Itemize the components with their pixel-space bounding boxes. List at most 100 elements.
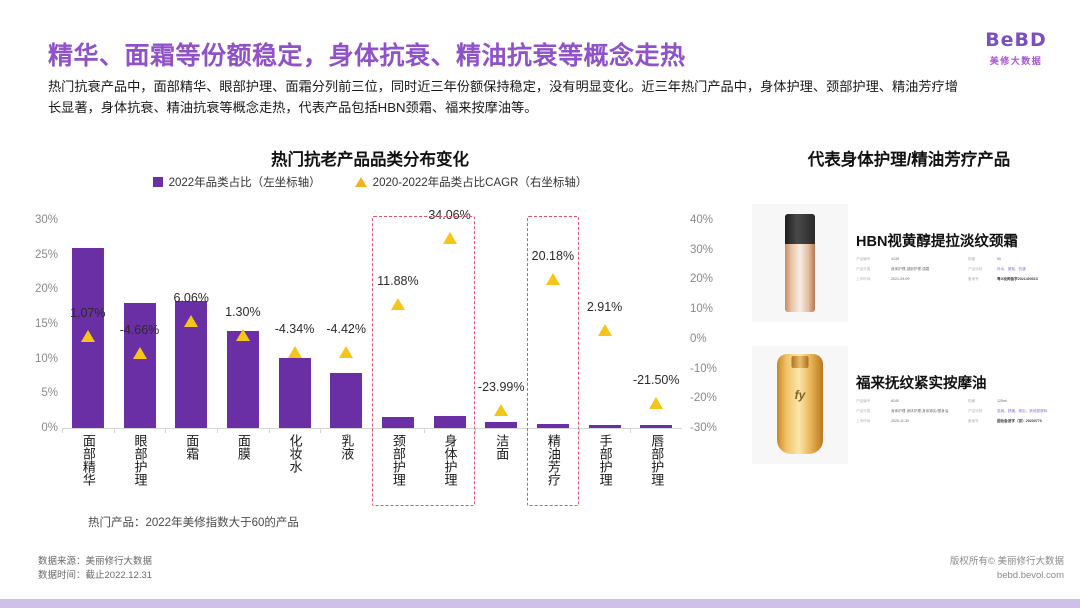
marker-cagr[interactable] — [339, 345, 354, 358]
product-meta-key: 产品编号 — [856, 257, 871, 261]
footer-source: 数据来源：美丽修行大数据 数据时间：截止2022.12.31 — [38, 555, 152, 584]
x-axis-category: 面霜 — [165, 434, 217, 520]
product-meta-key: 上市时间 — [856, 276, 871, 281]
product-meta-value: 2021-09-09 — [891, 276, 910, 281]
footer-copyright: 版权所有© 美丽修行大数据 bebd.bevol.com — [950, 555, 1064, 584]
product-meta-value: 国妆备进字（京）20200770 — [997, 418, 1042, 423]
chart-column[interactable]: -4.66% — [113, 220, 166, 433]
marker-cagr[interactable] — [390, 297, 405, 310]
x-axis-category-text: 身体护理 — [442, 434, 458, 486]
bar-share[interactable] — [123, 303, 156, 428]
product-meta-value: 身体护理-颈部护理-颈霜 — [891, 266, 930, 271]
chart-column[interactable]: -4.34% — [268, 220, 321, 433]
marker-cagr[interactable] — [184, 314, 199, 327]
footer-source-line2: 数据时间：截止2022.12.31 — [38, 570, 153, 582]
product-meta-key: 规格 — [968, 399, 976, 403]
bottle-cap-icon — [791, 356, 809, 368]
product-panel: 代表身体护理/精油芳疗产品 HBN视黄醇提拉淡纹颈霜 产品编号 4139 规格 50 产… — [744, 140, 1074, 540]
product-meta-key: 产品分类 — [856, 266, 871, 271]
bar-share[interactable] — [536, 423, 569, 428]
marker-cagr[interactable] — [442, 231, 457, 244]
chart-title: 热门抗老产品品类分布变化 — [271, 151, 469, 169]
data-label-cagr: -4.34% — [274, 321, 315, 336]
chart-column[interactable]: 6.06% — [165, 220, 217, 433]
product-meta-key: 规格 — [968, 257, 976, 261]
chart-column[interactable]: 11.88% — [372, 220, 424, 433]
x-axis-category: 唇部护理 — [630, 434, 682, 520]
chart-column[interactable]: 34.06% — [423, 208, 476, 433]
bar-share[interactable] — [640, 425, 673, 428]
y-axis-right-tick: -10% — [690, 362, 717, 375]
x-axis-tick — [578, 428, 580, 433]
chart-column[interactable]: 1.07% — [62, 220, 114, 433]
product-meta-value: 身体护理-身体护理-身体紧实/塑身油 — [891, 408, 949, 413]
data-label-cagr: 2.91% — [586, 300, 623, 315]
bar-share[interactable] — [226, 330, 259, 428]
chart-column[interactable]: -23.99% — [475, 220, 527, 433]
x-axis-category-text: 唇部护理 — [649, 434, 665, 486]
chart-column[interactable]: 1.30% — [217, 220, 269, 433]
marker-cagr[interactable] — [287, 345, 302, 358]
bar-columns: 1.07% -4.66% 6.06% 1.30% -4.34% -4.42% 11.88% 3… — [62, 208, 682, 433]
product-meta-table: 产品编号 6240 规格 125ml 产品分类 身体护理-身体护理-身体紧实/塑身油 产品功… — [856, 399, 1074, 424]
bar-share[interactable] — [278, 357, 311, 428]
bar-share[interactable] — [381, 416, 414, 428]
brand-logo: BeBD 美修大数据 — [970, 30, 1062, 67]
triangle-marker-icon — [354, 177, 367, 187]
x-axis-tick — [527, 428, 529, 433]
product-meta-value: 6240 — [891, 399, 899, 403]
legend-item-share: 2022年品类占比（左坐标轴） — [152, 174, 321, 190]
chart-column[interactable]: 20.18% — [527, 220, 579, 433]
bar-share[interactable] — [433, 416, 466, 428]
product-meta-key: 产品功效 — [968, 266, 983, 271]
marker-cagr[interactable] — [545, 272, 560, 285]
product-card[interactable]: HBN视黄醇提拉淡纹颈霜 产品编号 4139 规格 50 产品分类 身体护理-颈部护理-颈… — [744, 204, 1074, 322]
product-card[interactable]: fy 福来抚纹紧实按摩油 产品编号 6240 规格 125ml 产品分类 身体护理-身体护… — [744, 346, 1074, 464]
footer-source-line1: 数据来源：美丽修行大数据 — [38, 555, 153, 567]
y-axis-left-tick: 0% — [41, 422, 58, 434]
product-meta-value: 滋润、舒缓、紧实、其他类原料 — [997, 408, 1048, 413]
bottle-cap-icon — [785, 214, 815, 244]
logo-subtitle: 美修大数据 — [989, 55, 1043, 66]
x-axis-category: 手部护理 — [579, 434, 631, 520]
product-meta-key: 备案号 — [968, 418, 979, 423]
y-axis-left-tick: 20% — [34, 283, 58, 296]
marker-cagr[interactable] — [235, 328, 250, 341]
bar-share[interactable] — [330, 372, 363, 428]
x-axis-category: 面膜 — [217, 434, 269, 520]
x-axis-tick — [423, 428, 425, 433]
product-meta-key: 产品分类 — [856, 408, 871, 413]
product-name: 福来抚纹紧实按摩油 — [856, 376, 987, 392]
y-axis-left-tick: 30% — [34, 214, 58, 226]
marker-cagr[interactable] — [132, 346, 147, 359]
y-axis-right-tick: 20% — [690, 273, 714, 286]
x-axis-category-text: 精油芳疗 — [545, 434, 561, 486]
x-axis-category: 洁面 — [475, 434, 527, 520]
marker-cagr[interactable] — [80, 329, 95, 342]
bar-share[interactable] — [588, 424, 621, 428]
chart-column[interactable]: -21.50% — [630, 220, 682, 433]
data-label-cagr: 20.18% — [531, 248, 575, 263]
product-meta-table: 产品编号 4139 规格 50 产品分类 身体护理-颈部护理-颈霜 产品功效 补水、紧致、抗皱… — [856, 257, 1074, 282]
product-meta-key: 产品编号 — [856, 399, 871, 403]
x-axis-tick — [630, 428, 632, 433]
footer-site-url: bebd.bevol.com — [996, 570, 1064, 582]
x-axis-category-text: 洁面 — [494, 434, 510, 460]
x-axis-category-text: 面膜 — [235, 434, 251, 460]
chart-column[interactable]: 2.91% — [578, 220, 631, 433]
chart-column[interactable]: -4.42% — [320, 220, 372, 433]
x-axis-category: 身体护理 — [424, 434, 476, 520]
marker-cagr[interactable] — [597, 324, 612, 337]
y-axis-right-tick: 0% — [690, 332, 707, 345]
bar-share[interactable] — [485, 421, 518, 428]
data-label-cagr: 34.06% — [428, 207, 471, 222]
data-label-cagr: -23.99% — [477, 380, 525, 395]
footer-copyright-line1: 版权所有© 美丽修行大数据 — [949, 555, 1064, 567]
y-axis-right: -30% -20% -10% 0% 10% 20% 30% 40% — [690, 214, 734, 434]
x-axis-tick — [475, 428, 477, 433]
marker-cagr[interactable] — [494, 404, 509, 417]
chart-legend: 2022年品类占比（左坐标轴） 2020-2022年品类占比CAGR（右坐标轴） — [0, 174, 740, 190]
data-label-cagr: 11.88% — [377, 273, 419, 288]
marker-cagr[interactable] — [649, 396, 664, 409]
